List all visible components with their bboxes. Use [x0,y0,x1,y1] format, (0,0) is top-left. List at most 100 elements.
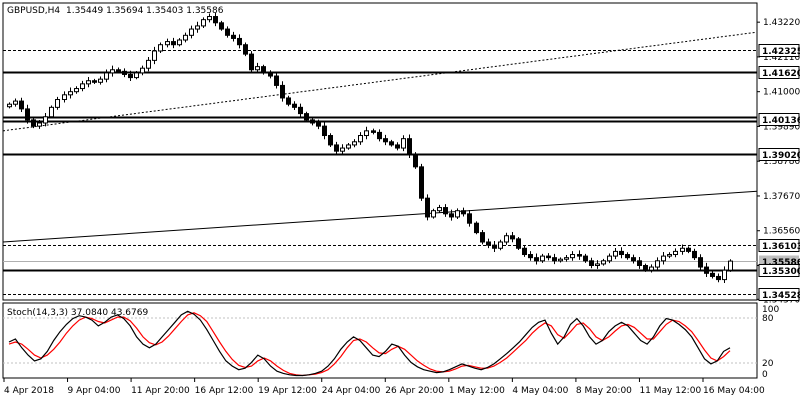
time-tick-label: 8 May 20:00 [576,386,632,396]
candle-bull [722,269,727,281]
candle-bull [104,72,109,80]
candle-bear [268,72,273,77]
candle-bear [474,222,479,234]
candle-bull [595,263,600,266]
candlesticks [7,12,733,283]
candle-bear [698,257,703,268]
candle-bull [601,260,606,265]
candle-bear [316,122,321,127]
candle-bear [310,119,315,124]
candle-bull [134,72,139,79]
time-tick-label: 19 Apr 12:00 [258,386,317,396]
candle-bull [673,250,678,256]
candle-bear [389,141,394,146]
price-tick-label: 1.36560 [763,227,800,237]
candle-bear [25,108,30,121]
candle-bull [649,266,654,271]
price-tick-label: 1.41000 [763,88,800,98]
candle-bear [280,84,285,99]
candle-bear [213,16,218,24]
candle-bear [716,275,721,281]
candle-bull [340,147,345,152]
candle-bear [467,213,472,224]
price-tick-label: 1.42110 [763,53,800,63]
candle-bear [334,144,339,152]
trendline-solid [2,190,758,243]
stoch-lines [8,310,731,377]
candle-bull [158,44,163,52]
candle-bear [377,131,382,140]
level-label: 1.42325 [762,47,800,57]
candle-bull [346,144,351,149]
candle-bull [152,50,157,61]
candle-bear [231,34,236,39]
candle-bull [680,247,685,252]
time-tick-label: 11 May 12:00 [639,386,701,396]
candle-bull [655,260,660,268]
candle-bear [261,66,266,74]
candle-bull [358,135,363,143]
time-tick-label: 11 Apr 20:00 [131,386,190,396]
candle-bear [625,254,630,259]
candle-bear [419,166,424,199]
candle-bull [49,106,54,118]
candle-bear [589,260,594,266]
candle-bull [431,210,436,218]
candle-bear [480,232,485,243]
candle-bull [201,19,206,27]
level-label-box [758,148,800,161]
stoch-pane: Stoch(14,3,3) 37.0840 43.6769 100 80 20 … [2,302,779,380]
candle-bull [183,34,188,41]
candle-bear [577,254,582,257]
candle-bull [564,257,569,260]
candle-bear [31,119,36,127]
candle-bull [352,141,357,146]
candle-bull [55,99,60,108]
level-label-box [758,113,800,126]
candle-bear [619,250,624,256]
candle-bear [395,144,400,149]
candle-bear [128,73,133,79]
price-tick-label: 1.38780 [763,157,800,167]
candle-bear [443,207,448,215]
candle-bear [298,106,303,115]
candle-bear [710,272,715,277]
horizontal-levels [3,50,757,295]
trendlines [2,31,758,243]
candle-bull [540,255,545,262]
candle-bull [7,103,12,108]
candle-bear [274,75,279,86]
candle-bull [401,138,406,149]
candle-bear [19,100,24,110]
stoch-axis-80: 80 [762,314,774,324]
candle-bear [516,238,521,249]
candle-bear [522,247,527,256]
candle-bull [43,116,48,124]
stoch-axis-100: 100 [762,305,779,315]
stoch-signal-line [8,312,731,377]
candle-bear [383,138,388,143]
level-label: 1.40136 [762,116,800,126]
time-tick-label: 9 Apr 04:00 [68,386,121,396]
candle-bear [122,70,127,75]
level-label-box [758,288,800,301]
time-tick-label: 16 May 04:00 [703,386,765,396]
candle-bull [110,69,115,74]
price-tick-label: 1.37670 [763,192,800,202]
stoch-pane-border [2,302,758,379]
level-label: 1.41620 [762,69,800,79]
candle-bull [558,258,563,262]
stoch-axis-20: 20 [762,359,774,369]
candle-bull [165,41,170,46]
ohlc-label: 1.35449 1.35694 1.35403 1.35586 [66,6,224,16]
candle-bear [322,125,327,137]
candle-bull [437,207,442,212]
candle-bull [177,39,182,46]
trendline-dotted [2,31,758,132]
main-pane: 1.43220 1.42110 1.41000 1.39890 1.38780 1.376… [2,2,800,305]
candle-bull [498,241,503,249]
candle-bull [86,80,91,85]
level-labels: 1.42325 1.41620 1.40136 1.39020 1.36103 1.355… [758,44,800,301]
